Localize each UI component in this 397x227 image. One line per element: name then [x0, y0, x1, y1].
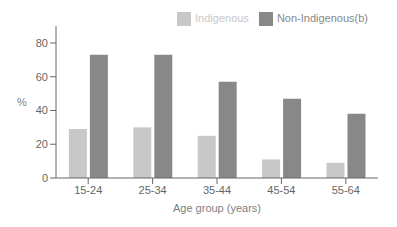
svg-text:20: 20	[36, 138, 48, 150]
svg-text:%: %	[17, 96, 27, 108]
svg-text:60: 60	[36, 71, 48, 83]
svg-text:55-64: 55-64	[332, 184, 360, 196]
svg-text:Age group (years): Age group (years)	[173, 202, 261, 214]
svg-text:80: 80	[36, 37, 48, 49]
svg-text:45-54: 45-54	[267, 184, 295, 196]
svg-text:40: 40	[36, 104, 48, 116]
svg-text:15-24: 15-24	[74, 184, 102, 196]
svg-text:35-44: 35-44	[203, 184, 231, 196]
html-text:Indigenous: Indigenous	[195, 12, 249, 24]
html-text:Non-Indigenous(b): Non-Indigenous(b)	[276, 12, 368, 24]
svg-text:0: 0	[42, 172, 48, 184]
svg-text:25-34: 25-34	[139, 184, 167, 196]
